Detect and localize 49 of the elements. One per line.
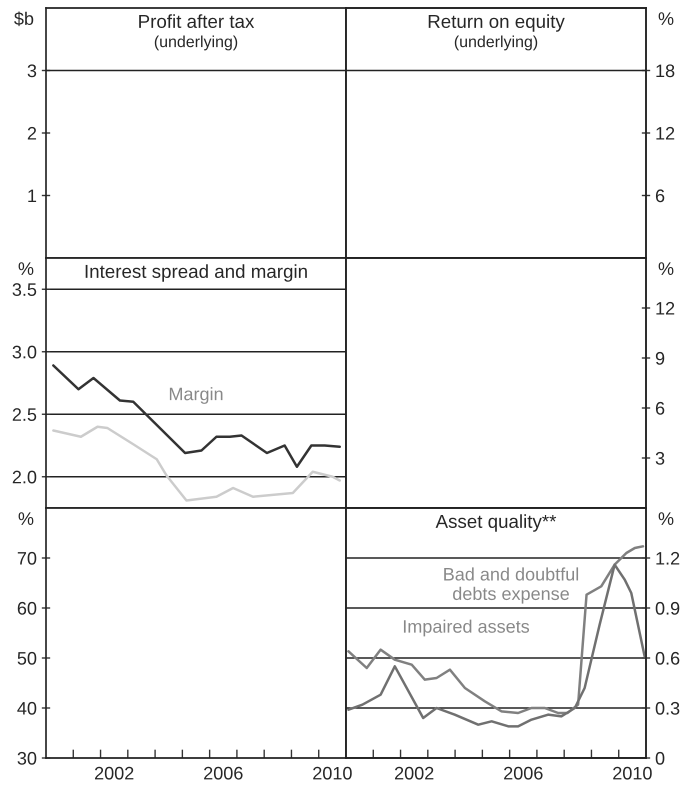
x-tick-label: 2010 [313,766,352,780]
y2-tick-label: 0 [656,752,664,765]
y-tick-label: 2.5 [12,408,36,421]
x-tick-label: 2010 [613,766,652,780]
y-tick-label: 50 [18,652,36,665]
y2-axis-title: % [658,512,674,525]
y-tick-label: 30 [18,752,36,765]
y-tick-label: 60 [18,602,36,615]
y-tick-label: 1 [28,190,36,202]
y2-tick-label: 6 [656,402,664,415]
line-series [347,563,646,728]
y2-tick-label: 0.6 [656,652,680,665]
y-axis-title: % [18,262,34,275]
y-tick-label: 70 [18,552,36,565]
y-axis-title: % [18,512,34,525]
chart-title: Return on equity [428,14,565,32]
y-tick-label: 3 [28,64,36,78]
y2-tick-label: 0.3 [656,702,680,715]
line-series [52,426,341,502]
x-tick-label: 2006 [204,766,243,780]
y2-tick-label: 0.9 [656,602,680,615]
x-tick-label: 2006 [504,766,543,780]
y2-tick-label: 18 [656,64,674,78]
y2-axis-title: % [658,262,674,275]
y2-tick-label: 12 [656,302,674,315]
y-tick-label: 3.0 [12,346,36,358]
line-series [52,364,341,468]
annotation: Bad and doubtful debts expense [444,567,578,604]
y-tick-label: 2.0 [12,470,36,484]
y2-tick-label: 1.2 [656,552,680,565]
chart-title: Asset quality** [436,514,556,532]
chart-title: Profit after tax [139,14,254,28]
x-tick-label: 2002 [95,766,134,780]
y-axis-title: $b [14,11,34,26]
text: (underlying) [154,36,238,50]
y-tick-label: 2 [28,126,36,140]
y2-tick-label: 9 [656,352,664,365]
y2-tick-label: 3 [656,452,664,465]
annotation: Impaired assets [404,620,530,636]
x-tick-label: 2002 [395,766,434,780]
y2-tick-label: 6 [656,189,664,202]
line-series [347,545,644,714]
chart-title: Interest spread and margin [86,264,307,282]
y-tick-label: 3.5 [12,283,36,296]
y2-axis-title: % [658,12,674,25]
y-tick-label: 40 [17,702,36,715]
text: (underlying) [454,36,538,50]
y2-tick-label: 12 [656,126,674,140]
annotation: Margin [170,387,222,404]
